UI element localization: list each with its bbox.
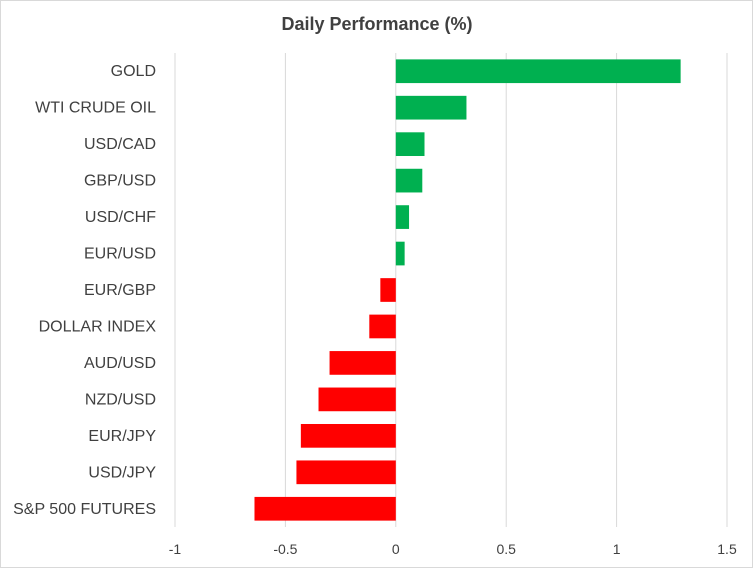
category-label: GOLD	[111, 63, 156, 80]
bar	[369, 314, 396, 339]
category-label: AUD/USD	[84, 355, 156, 372]
bar	[380, 278, 396, 302]
category-label: NZD/USD	[85, 391, 156, 408]
bar	[395, 168, 423, 193]
x-tick-label: 0.5	[496, 541, 516, 557]
bars	[254, 59, 681, 521]
category-label: DOLLAR INDEX	[39, 318, 157, 335]
category-label: USD/JPY	[88, 464, 156, 481]
bar	[395, 59, 681, 84]
x-tick-label: -0.5	[273, 541, 297, 557]
bar	[395, 95, 467, 120]
category-label: USD/CHF	[85, 209, 156, 226]
category-label: S&P 500 FUTURES	[13, 501, 156, 518]
x-tick-label: -1	[169, 541, 182, 557]
category-label: EUR/JPY	[88, 428, 156, 445]
bar	[300, 423, 396, 448]
x-tick-label: 1.5	[717, 541, 737, 557]
category-labels: GOLD WTI CRUDE OIL USD/CAD GBP/USD USD/CHF EU…	[13, 63, 156, 518]
bar	[395, 241, 405, 266]
bar	[395, 132, 425, 157]
bar	[254, 496, 396, 521]
bar	[329, 351, 396, 375]
category-label: GBP/USD	[84, 173, 156, 190]
x-tick-labels: -1 -0.5 0 0.5 1 1.5	[169, 541, 737, 557]
category-label: EUR/GBP	[84, 282, 156, 299]
x-tick-label: 0	[392, 541, 400, 557]
category-label: EUR/USD	[84, 246, 156, 263]
gridlines	[174, 53, 728, 527]
bar	[395, 205, 410, 229]
category-label: WTI CRUDE OIL	[35, 100, 156, 117]
category-label: USD/CAD	[84, 136, 156, 153]
chart-title: Daily Performance (%)	[281, 14, 472, 34]
x-tick-label: 1	[613, 541, 621, 557]
bar	[318, 387, 396, 412]
bar	[296, 460, 396, 485]
